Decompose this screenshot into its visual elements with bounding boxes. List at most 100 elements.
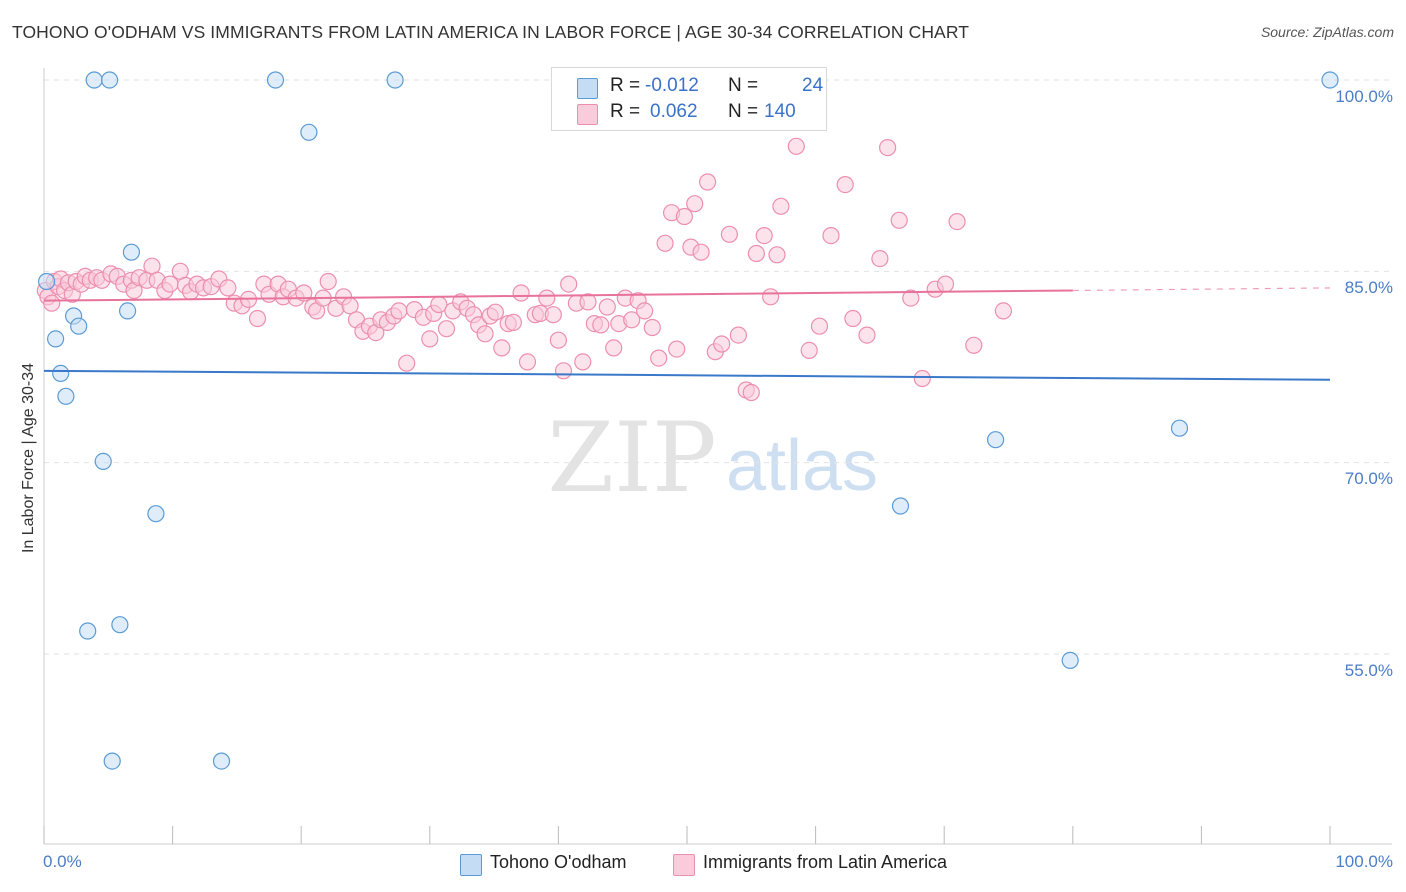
data-point-latin (698, 173, 717, 191)
y-tick-label: 55.0% (1344, 661, 1393, 680)
data-point-latin (493, 339, 511, 357)
data-point-tohono (94, 452, 112, 470)
trend-line-latin-extension (1072, 287, 1331, 292)
data-point-latin (810, 317, 829, 335)
legend-row-latin: R = 0.062 N = 140 (552, 101, 824, 127)
data-point-latin (800, 341, 818, 359)
data-point-latin (747, 244, 766, 263)
trend-line-latin (43, 289, 1073, 302)
data-point-latin (295, 284, 313, 302)
data-point-tohono (100, 71, 119, 89)
data-point-latin (668, 340, 686, 358)
bottom-legend-label: Tohono O'odham (490, 852, 627, 872)
data-point-tohono (46, 330, 65, 348)
data-point-latin (43, 294, 61, 312)
x-tick-label: 100.0% (1335, 852, 1393, 871)
data-point-latin (965, 336, 983, 354)
legend-swatch-blue (577, 78, 598, 99)
legend-r-label: R = (610, 75, 641, 96)
data-point-tohono (891, 497, 910, 515)
data-point-tohono (300, 123, 318, 141)
data-point-tohono (37, 272, 56, 291)
watermark: ZIP atlas (547, 402, 878, 514)
data-point-latin (822, 227, 840, 245)
data-point-latin (579, 293, 597, 311)
legend-swatch-pink (577, 104, 598, 125)
data-point-latin (421, 330, 439, 348)
data-point-latin (713, 335, 731, 353)
data-point-tohono (212, 752, 231, 770)
data-point-tohono (111, 616, 129, 634)
data-point-latin (836, 176, 854, 194)
data-point-latin (598, 298, 616, 316)
stats-legend: R = -0.012 N = 24 R = 0.062 N = 140 (551, 67, 827, 131)
data-point-tohono (52, 364, 70, 382)
data-point-tohono (1170, 419, 1189, 437)
bottom-legend-swatch-blue (460, 854, 482, 876)
data-point-latin (858, 326, 876, 344)
data-point-tohono (85, 71, 103, 89)
data-point-latin (720, 225, 739, 243)
legend-n-label: N = (728, 101, 759, 122)
data-point-latin (787, 137, 805, 155)
data-point-latin (675, 207, 694, 226)
bottom-legend-label: Immigrants from Latin America (703, 852, 948, 872)
data-point-latin (504, 313, 523, 331)
bottom-legend-latin: Immigrants from Latin America (673, 852, 1003, 878)
data-point-tohono (147, 505, 165, 523)
data-point-latin (742, 383, 760, 402)
data-point-tohono (103, 752, 121, 770)
data-point-tohono (122, 243, 140, 261)
data-point-latin (692, 243, 710, 261)
data-point-latin (755, 227, 773, 245)
data-point-latin (768, 246, 786, 264)
data-point-tohono (1321, 71, 1339, 89)
data-point-latin (512, 284, 530, 302)
x-tick-label: 0.0% (43, 852, 82, 871)
data-point-latin (844, 309, 862, 328)
data-point-latin (605, 339, 623, 357)
data-point-latin (643, 318, 661, 337)
data-point-latin (656, 234, 674, 252)
data-point-tohono (79, 622, 97, 640)
y-tick-label: 100.0% (1335, 87, 1393, 106)
data-point-latin (936, 275, 955, 293)
data-point-latin (319, 272, 337, 291)
data-point-latin (437, 320, 456, 338)
data-point-latin (544, 306, 562, 324)
bottom-legend-tohono: Tohono O'odham (460, 852, 660, 878)
legend-row-tohono: R = -0.012 N = 24 (552, 75, 824, 101)
data-point-latin (878, 139, 897, 157)
data-point-latin (902, 289, 920, 307)
data-point-latin (913, 369, 931, 388)
y-tick-label: 70.0% (1344, 469, 1393, 488)
watermark-atlas: atlas (726, 426, 878, 506)
data-point-latin (890, 211, 908, 229)
data-point-tohono (1061, 651, 1079, 670)
data-point-latin (219, 279, 237, 297)
bottom-legend-swatch-pink (673, 854, 695, 876)
data-point-latin (390, 302, 408, 320)
data-point-latin (549, 331, 568, 349)
data-point-latin (560, 275, 578, 293)
data-point-tohono (57, 387, 75, 405)
watermark-zip: ZIP (547, 402, 716, 514)
data-point-latin (623, 311, 641, 329)
data-point-latin (486, 303, 504, 321)
source-label: Source: ZipAtlas.com (1260, 24, 1394, 40)
data-point-latin (592, 316, 610, 334)
legend-r-value: 0.062 (650, 101, 698, 122)
data-point-latin (574, 353, 592, 371)
data-point-latin (398, 354, 416, 372)
data-point-tohono (986, 431, 1005, 449)
data-point-latin (476, 325, 494, 343)
trend-line-tohono (43, 369, 1331, 381)
data-point-latin (948, 213, 966, 231)
legend-r-label: R = (610, 101, 641, 122)
y-tick-label: 85.0% (1344, 278, 1393, 297)
data-point-latin (650, 349, 668, 367)
legend-n-value: 24 (802, 75, 824, 96)
data-point-tohono (118, 302, 137, 320)
data-point-tohono (386, 71, 404, 89)
legend-n-label: N = (728, 75, 759, 96)
